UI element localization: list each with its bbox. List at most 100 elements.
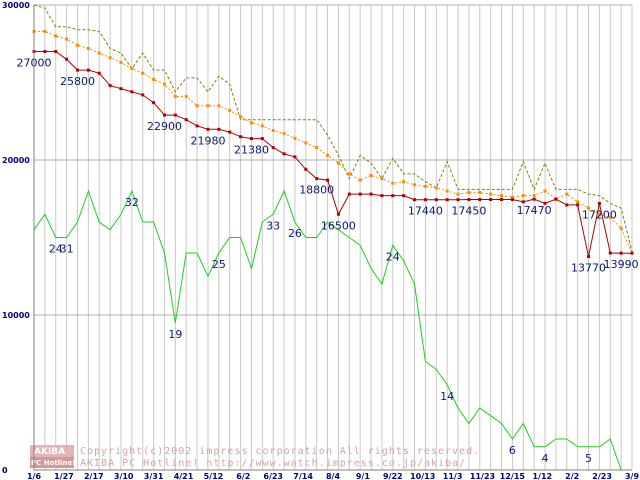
min-price-point bbox=[489, 198, 493, 202]
url-line: AKIBA PC Hotline! http://www.watch.impre… bbox=[80, 458, 466, 469]
min-price-point bbox=[271, 146, 275, 150]
min-price-point bbox=[576, 203, 580, 207]
min-price-point bbox=[608, 251, 612, 255]
data-label: 22900 bbox=[147, 120, 182, 133]
data-label: 14 bbox=[440, 390, 454, 403]
avg-price-point bbox=[315, 146, 319, 150]
min-price-point bbox=[141, 93, 145, 97]
min-price-point bbox=[206, 127, 210, 131]
avg-price-point bbox=[141, 71, 145, 75]
min-price-point bbox=[260, 137, 264, 141]
avg-price-point bbox=[260, 124, 264, 128]
x-tick-label: 2/23 bbox=[592, 472, 612, 480]
min-price-point bbox=[543, 201, 547, 205]
x-tick-label: 10/13 bbox=[410, 472, 435, 480]
min-price-point bbox=[478, 198, 482, 202]
min-price-point bbox=[554, 197, 558, 201]
data-label: 13770 bbox=[571, 262, 606, 275]
data-label: 32 bbox=[125, 196, 139, 209]
min-price-point bbox=[630, 251, 634, 255]
copyright-line: Copyright(c)2002 impress corporation All… bbox=[80, 446, 480, 457]
data-label: 26 bbox=[288, 227, 302, 240]
logo-text-top: AKIBA bbox=[34, 447, 65, 457]
data-label: 17200 bbox=[582, 208, 617, 221]
avg-price-point bbox=[54, 34, 58, 38]
data-label: 33 bbox=[266, 219, 280, 232]
avg-price-point bbox=[184, 94, 188, 98]
x-tick-label: 9/22 bbox=[383, 472, 403, 480]
min-price-point bbox=[619, 251, 623, 255]
min-price-point bbox=[228, 130, 232, 134]
avg-price-point bbox=[162, 82, 166, 86]
avg-price-point bbox=[413, 183, 417, 187]
avg-price-point bbox=[423, 184, 427, 188]
avg-price-point bbox=[206, 104, 210, 108]
shop-count-line bbox=[33, 189, 632, 471]
data-label: 19 bbox=[168, 328, 182, 341]
avg-price-point bbox=[521, 194, 525, 198]
avg-price-point bbox=[391, 181, 395, 185]
grid bbox=[33, 4, 633, 471]
data-label: 25 bbox=[212, 258, 226, 271]
min-price-point bbox=[413, 198, 417, 202]
avg-price-point bbox=[619, 226, 623, 230]
avg-price-point bbox=[293, 136, 297, 140]
data-label: 21380 bbox=[234, 144, 269, 157]
avg-price-point bbox=[152, 77, 156, 81]
min-price-point bbox=[239, 135, 243, 139]
data-label: 24 bbox=[386, 250, 400, 263]
avg-price-point bbox=[217, 104, 221, 108]
min-price-point bbox=[456, 198, 460, 202]
data-label: 21980 bbox=[190, 134, 225, 147]
avg-price-point bbox=[195, 104, 199, 108]
min-price-point bbox=[315, 177, 319, 181]
avg-price-point bbox=[173, 94, 177, 98]
avg-price-point bbox=[130, 67, 134, 71]
min-price-point bbox=[195, 124, 199, 128]
data-labels: 2700025800229002198021380188001650017440… bbox=[17, 57, 639, 465]
avg-price-point bbox=[347, 172, 351, 176]
min-price-point bbox=[369, 192, 373, 196]
avg-price-point bbox=[336, 161, 340, 165]
data-label: 16500 bbox=[321, 219, 356, 232]
avg-price-point bbox=[510, 195, 514, 199]
x-tick-label: 11/3 bbox=[443, 472, 463, 480]
min-price-point bbox=[65, 57, 69, 61]
min-price-point bbox=[326, 178, 330, 182]
x-tick-label: 12/15 bbox=[500, 472, 526, 480]
avg-price-point bbox=[597, 212, 601, 216]
avg-price-point bbox=[304, 141, 308, 145]
avg-price-point bbox=[228, 108, 232, 112]
min-price-line bbox=[34, 51, 632, 257]
min-price-point bbox=[86, 68, 90, 72]
avg-price-point bbox=[456, 192, 460, 196]
data-label: 17440 bbox=[408, 205, 443, 218]
min-price-point bbox=[97, 71, 101, 75]
min-price-point bbox=[293, 155, 297, 159]
min-price-point bbox=[184, 118, 188, 122]
min-price-point bbox=[521, 200, 525, 204]
data-label: 17470 bbox=[517, 204, 552, 217]
y-tick-label: 10000 bbox=[2, 311, 30, 320]
data-label: 24 bbox=[49, 243, 63, 256]
x-tick-label: 1/27 bbox=[54, 472, 74, 480]
data-label: 18800 bbox=[299, 184, 334, 197]
logo-box-bottom bbox=[30, 457, 74, 468]
watermark: AKIBA PC Hotline! Copyright(c)2002 impre… bbox=[30, 445, 480, 469]
min-price-point bbox=[130, 90, 134, 94]
avg-price-point bbox=[119, 60, 123, 64]
min-price-point bbox=[162, 113, 166, 117]
x-tick-label: 7/14 bbox=[293, 472, 313, 480]
min-price-point bbox=[597, 201, 601, 205]
avg-price-point bbox=[326, 153, 330, 157]
x-tick-label: 6/23 bbox=[263, 472, 283, 480]
y-tick-label: 30000 bbox=[2, 1, 30, 10]
avg-price-point bbox=[434, 186, 438, 190]
min-price-point bbox=[423, 198, 427, 202]
avg-price-point bbox=[608, 215, 612, 219]
min-price-point bbox=[402, 194, 406, 198]
min-price-point bbox=[336, 212, 340, 216]
min-price-point bbox=[587, 255, 591, 259]
min-price-point bbox=[445, 198, 449, 202]
